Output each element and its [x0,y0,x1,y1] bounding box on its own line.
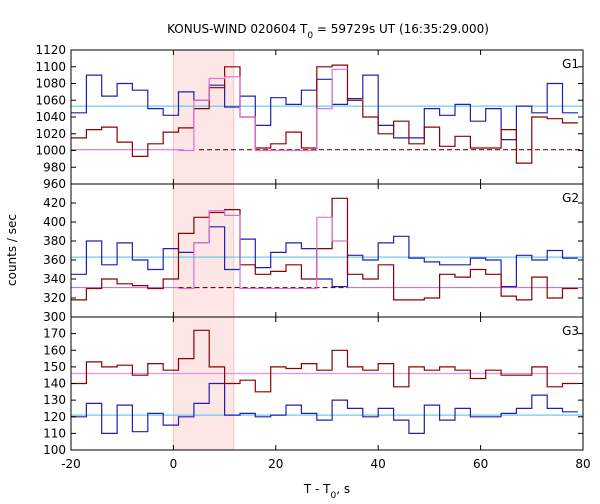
x-axis-title-suffix: , s [336,482,350,496]
x-tick-label: 60 [473,457,488,471]
chart-panels: 9609801000102010401060108011001120G13003… [35,43,584,457]
y-tick-label: 1100 [35,60,66,74]
x-axis-title-main: T - T [303,482,331,496]
series-1-steps [71,329,578,393]
panel-label: G2 [562,191,579,205]
y-tick-label: 140 [43,377,66,391]
panel-frame [70,183,584,318]
y-tick-label: 150 [43,360,66,374]
panel-label: G1 [562,57,579,71]
panel-frame [70,49,584,185]
chart-title-main: KONUS-WIND 020604 T [167,22,308,36]
y-tick-label: 340 [43,272,66,286]
y-tick-label: 1040 [35,110,66,124]
x-tick-label: 80 [575,457,590,471]
y-tick-label: 120 [43,410,66,424]
y-tick-label: 1120 [35,43,66,57]
y-tick-label: 320 [43,291,66,305]
panel-g2: 300 320 340 360 380 400 420 G2 [43,183,584,324]
y-axis-title: counts / sec [5,214,19,286]
y-tick-label: 110 [43,426,66,440]
panel-plot-area [71,197,583,301]
x-tick-label: 0 [170,457,178,471]
y-tick-label: 360 [43,253,66,267]
y-tick-label: 100 [43,443,66,457]
x-tick-label: -20 [61,457,81,471]
highlight-band [173,184,234,317]
highlight-band [173,50,234,184]
series-1-steps [71,64,578,164]
y-tick-label: 960 [43,177,66,191]
chart-title-suffix: = 59729s UT (16:35:29.000) [313,22,489,36]
panel-g3: 100 110 120 130 140 150 160 170 G3 [43,316,584,457]
series-2-steps [178,210,348,290]
chart-title-subscript: 0 [307,31,313,41]
series-0-steps [71,382,578,434]
y-tick-label: 130 [43,393,66,407]
y-axis-title-text: counts / sec [5,214,19,286]
chart-title-text: KONUS-WIND 020604 T0 = 59729s UT (16:35:… [167,22,489,41]
x-axis-title-subscript: 0 [331,491,337,500]
chart-title: KONUS-WIND 020604 T0 = 59729s UT (16:35:… [167,22,489,41]
y-tick-label: 1020 [35,127,66,141]
y-tick-label: 1060 [35,93,66,107]
x-axis: -20 0 20 40 60 80T - T0, s [61,457,590,501]
y-tick-label: 420 [43,196,66,210]
y-tick-label: 400 [43,215,66,229]
series-1-steps [71,197,578,301]
x-tick-label: 40 [371,457,386,471]
panel-plot-area [71,329,583,434]
panel-plot-area [71,64,583,164]
y-tick-label: 980 [43,160,66,174]
panel-label: G3 [562,324,579,338]
y-tick-label: 1000 [35,144,66,158]
y-tick-label: 170 [43,327,66,341]
series-2-steps [178,68,348,152]
panel-g1: 960 980 1000 1020 1040 1060 1080 1100 1120 G1 [35,43,584,191]
y-tick-label: 160 [43,343,66,357]
x-tick-label: 20 [268,457,283,471]
y-tick-label: 380 [43,234,66,248]
y-tick-label: 300 [43,310,66,324]
y-tick-label: 1080 [35,77,66,91]
x-axis-title: T - T0, s [303,482,350,500]
